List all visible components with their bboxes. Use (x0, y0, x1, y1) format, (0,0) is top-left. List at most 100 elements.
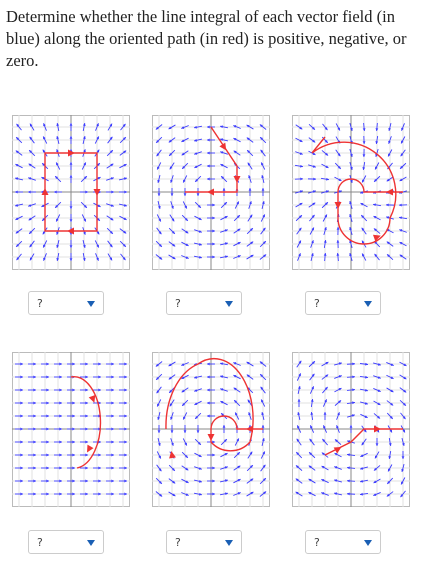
field-arrow-head (182, 402, 186, 406)
field-arrow-head (323, 253, 327, 256)
field-arrow-head (377, 362, 381, 366)
dropdown[interactable]: ? (166, 291, 242, 315)
dropdown[interactable]: ? (166, 530, 242, 554)
field-arrow-head (336, 253, 340, 256)
field-arrow-head (299, 152, 303, 155)
field-arrow-head (212, 229, 215, 233)
path-group (311, 136, 403, 245)
field-arrow-head (123, 177, 127, 181)
field-arrow-head (156, 153, 160, 157)
field-arrow-head (124, 388, 127, 392)
field-arrow-head (181, 139, 185, 142)
field-arrow-head (220, 388, 224, 391)
field-arrow-head (98, 440, 101, 444)
field-arrow-head (16, 137, 20, 141)
field-arrow-head (29, 136, 33, 140)
oriented-path (44, 152, 98, 232)
dropdown[interactable]: ? (305, 291, 381, 315)
plot (292, 352, 410, 507)
field-arrow-head (110, 177, 114, 180)
field-arrow-head (212, 242, 215, 246)
field-arrow-head (122, 257, 126, 261)
field-arrow-head (109, 136, 113, 140)
field-arrow-head (360, 203, 364, 206)
field-arrow-head (199, 492, 202, 496)
field-arrow-head (72, 453, 75, 457)
field-arrow-head (111, 479, 114, 483)
field-arrow-head (185, 480, 189, 483)
field-arrow-head (390, 389, 394, 393)
field-arrow-head (373, 203, 376, 207)
oriented-path (311, 136, 403, 245)
field-arrow-head (224, 453, 228, 456)
field-arrow-head (349, 253, 352, 257)
dropdown[interactable]: ? (28, 530, 104, 554)
field-arrow-head (82, 123, 86, 126)
field-arrow-head (72, 492, 75, 496)
field-arrow-head (98, 401, 101, 405)
field-arrow-head (46, 362, 49, 366)
field-arrow-head (42, 149, 46, 153)
field-arrow-head (98, 479, 101, 483)
field-arrow-head (56, 231, 59, 235)
field-arrow-head (373, 493, 377, 496)
field-arrow-head (361, 442, 365, 446)
field-arrow-head (263, 491, 267, 495)
field-arrow-head (310, 399, 314, 402)
field-arrow-head (156, 376, 160, 380)
field-arrow-head (233, 362, 237, 365)
field-arrow-head (157, 179, 161, 183)
field-arrow-head (347, 492, 350, 496)
field-arrow-head (250, 254, 254, 258)
field-arrow-head (69, 162, 73, 165)
field-arrow-head (69, 136, 73, 139)
field-arrow-head (220, 125, 223, 129)
field-arrow-head (311, 373, 315, 377)
field-arrow-head (334, 439, 338, 443)
field-arrow-head (29, 244, 33, 248)
field-arrow-head (375, 166, 378, 170)
field-arrow-head (350, 179, 353, 183)
field-arrow-head (72, 414, 75, 418)
question: Determine whether the line integral of e… (6, 7, 407, 70)
field-arrow-head (16, 123, 20, 127)
field-arrow-head (56, 123, 60, 126)
field-arrow-head (158, 480, 162, 484)
field-arrow-head (98, 492, 101, 496)
field-arrow-head (98, 388, 101, 392)
field-arrow-head (96, 231, 100, 235)
field-arrow-head (401, 468, 405, 472)
dropdown[interactable]: ? (28, 291, 104, 315)
field-arrow-head (59, 362, 62, 366)
field-arrow-head (237, 255, 241, 258)
oriented-path (70, 376, 102, 469)
field-arrow-head (212, 440, 215, 444)
field-arrow-head (311, 214, 315, 218)
field-arrow-head (55, 176, 59, 180)
field-arrow-head (220, 164, 224, 167)
field-arrow-head (347, 479, 350, 483)
field-arrow-head (109, 244, 113, 248)
field-arrow-head (247, 162, 251, 166)
field-arrow-head (233, 387, 237, 391)
field-arrow-head (124, 427, 127, 431)
field-arrow-head (350, 166, 353, 170)
dropdown[interactable]: ? (305, 530, 381, 554)
field-arrow-head (197, 441, 201, 445)
field-arrow-head (111, 492, 114, 496)
field-arrow-head (298, 227, 302, 231)
field-arrow-head (361, 215, 365, 218)
field-arrow-head (196, 430, 200, 433)
field-arrow-head (325, 152, 329, 156)
field-arrow-head (46, 375, 49, 379)
field-arrow-head (83, 162, 86, 166)
field-arrow-head (377, 376, 381, 379)
field-arrow-head (390, 363, 394, 366)
field-arrow-head (375, 128, 379, 131)
field-arrow-head (72, 479, 75, 483)
field-arrow-head (196, 193, 200, 196)
field-arrow-head (296, 438, 300, 442)
field-arrow-head (262, 214, 265, 218)
field-arrow-head (20, 466, 23, 470)
caret (225, 540, 233, 546)
